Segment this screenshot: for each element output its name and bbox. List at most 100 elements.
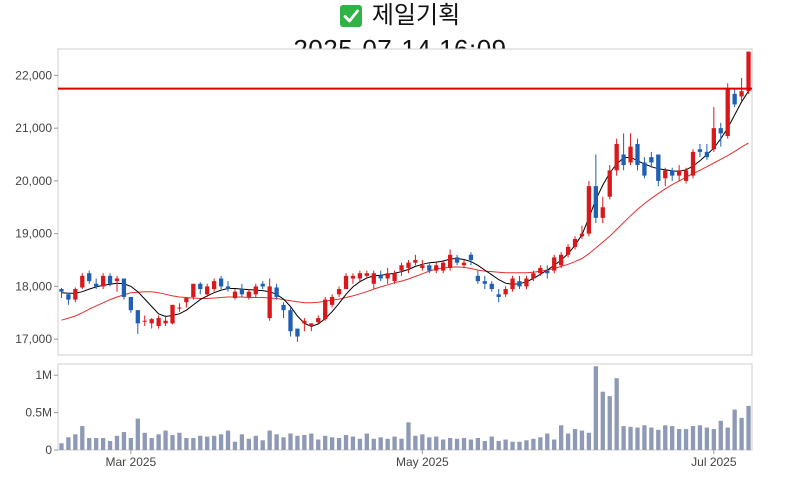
stock-name: 제일기획: [371, 2, 461, 29]
volume-bar: [399, 438, 404, 450]
candle-body: [350, 275, 356, 279]
volume-bar: [697, 425, 703, 450]
candle-body: [690, 151, 696, 176]
candle: [718, 122, 723, 147]
volume-bar: [288, 433, 293, 450]
candle: [496, 289, 501, 303]
volume-bar: [107, 441, 113, 450]
candle-body: [683, 170, 689, 181]
volume-y-tick-label: 0.5M: [25, 406, 52, 420]
candle: [621, 133, 626, 171]
candle-body: [413, 260, 418, 263]
x-axis: Mar 2025 May 2025 Jul 2025: [106, 450, 737, 469]
volume-bar: [316, 439, 321, 450]
volume-bar: [225, 430, 231, 450]
volume-bar: [128, 438, 134, 450]
candle: [128, 296, 134, 313]
candle-body: [211, 281, 217, 290]
candle: [711, 107, 716, 152]
candle: [329, 294, 335, 308]
volume-bar: [690, 426, 696, 450]
volume-bar: [732, 409, 737, 450]
candle-body: [454, 257, 460, 263]
volume-bar: [489, 436, 494, 450]
price-y-tick-label: 18,000: [15, 279, 52, 293]
candle: [364, 270, 369, 279]
volume-bar: [663, 425, 668, 450]
price-y-tick-label: 20,000: [15, 174, 52, 188]
candle: [586, 180, 592, 237]
moving-average-short-line: [61, 90, 749, 328]
candle: [253, 283, 258, 297]
x-tick-label: Jul 2025: [691, 455, 737, 469]
volume-bar: [656, 429, 661, 450]
candle-body: [218, 278, 224, 287]
candle: [316, 315, 321, 324]
volume-bar: [191, 438, 196, 450]
candle-body: [704, 151, 710, 158]
candle: [399, 262, 404, 276]
candle: [260, 281, 265, 290]
candle-body: [732, 93, 737, 105]
volume-bar: [274, 434, 279, 450]
candle-body: [406, 262, 411, 268]
candle: [725, 83, 730, 139]
volume-bar: [73, 434, 78, 450]
candle-body: [676, 170, 682, 176]
volume-bar: [406, 422, 411, 450]
candle: [73, 287, 78, 303]
candle: [475, 270, 481, 284]
volume-bar: [670, 426, 675, 450]
volume-bar: [503, 439, 508, 450]
volume-bar: [156, 434, 161, 450]
candle-body: [87, 273, 92, 282]
candle: [649, 151, 654, 168]
candle-body: [517, 281, 522, 287]
candle-body: [475, 275, 481, 282]
candle-body: [434, 265, 439, 271]
volume-bar: [336, 438, 342, 450]
volume-bar: [295, 435, 300, 450]
price-y-tick-label: 21,000: [15, 121, 52, 135]
candle: [461, 260, 467, 268]
candle: [295, 328, 300, 342]
candle: [336, 286, 342, 297]
candle-body: [510, 278, 515, 290]
candle: [198, 282, 203, 295]
volume-bar: [642, 425, 647, 450]
candle-body: [392, 273, 397, 282]
volume-bar: [100, 438, 106, 450]
candle: [690, 149, 696, 179]
candle: [579, 225, 585, 239]
volume-y-tick-label: 1M: [35, 368, 52, 382]
candle: [593, 154, 599, 224]
volume-bar: [746, 405, 751, 450]
candle-body: [288, 310, 293, 332]
candle: [524, 275, 529, 290]
volume-bar: [59, 443, 64, 450]
candle-body: [482, 281, 487, 284]
candle: [545, 265, 550, 279]
candle-body: [572, 238, 578, 247]
candle: [87, 270, 92, 284]
candle: [454, 254, 460, 266]
title-line: 제일기획: [0, 0, 800, 32]
x-tick-label: May 2025: [396, 455, 449, 469]
candle-body: [149, 319, 154, 324]
candle-body: [399, 265, 404, 271]
volume-bar: [378, 437, 383, 450]
volume-bar: [302, 435, 307, 450]
candle: [66, 292, 71, 305]
candle: [184, 296, 189, 308]
candle: [239, 283, 245, 297]
candle: [420, 260, 425, 271]
candle-body: [246, 291, 252, 297]
candle: [489, 281, 494, 292]
volume-bar: [607, 396, 612, 450]
candle: [191, 283, 196, 300]
candle-body: [385, 273, 390, 279]
candle-body: [531, 273, 536, 279]
candle: [392, 270, 397, 284]
candle-body: [184, 298, 189, 303]
volume-bar: [441, 439, 446, 450]
